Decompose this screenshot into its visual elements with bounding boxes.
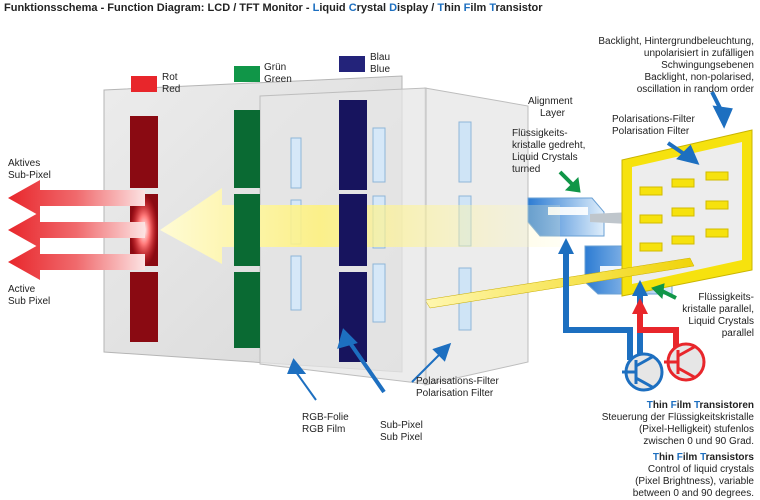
label-red: Red (162, 84, 181, 95)
label-green: Green (264, 74, 292, 85)
label-alignment-layer: Layer (540, 108, 566, 119)
label-blue: Blue (370, 64, 391, 75)
callout-lines (287, 91, 733, 401)
label-alignment: Alignment (528, 96, 573, 107)
blue-swatch (339, 56, 365, 72)
blue-subpixel-column (339, 100, 367, 362)
label-subpixel-en: Sub Pixel (8, 296, 51, 307)
green-callouts (558, 170, 677, 300)
transistor-icon-red (664, 342, 706, 382)
green-swatch (234, 66, 260, 82)
backlight-panel (621, 129, 753, 297)
label-active: Active (8, 284, 36, 295)
control-path-red (637, 310, 679, 360)
light-strip (424, 257, 695, 309)
transistor-icon-blue (622, 352, 664, 392)
green-subpixel-column (234, 110, 260, 348)
label-blau: Blau (370, 52, 391, 63)
label-subpixel-de: Sub-Pixel (8, 170, 51, 181)
control-arrowhead-red (632, 298, 648, 314)
label-gruen: Grün (264, 62, 287, 73)
label-rot: Rot (162, 72, 178, 83)
control-arrowheads-blue (558, 238, 648, 296)
label-aktives: Aktives (8, 158, 41, 169)
page-title: Funktionsschema - Function Diagram: LCD … (4, 2, 543, 14)
red-swatch (131, 76, 157, 92)
active-subpixel-arrows (8, 180, 145, 280)
